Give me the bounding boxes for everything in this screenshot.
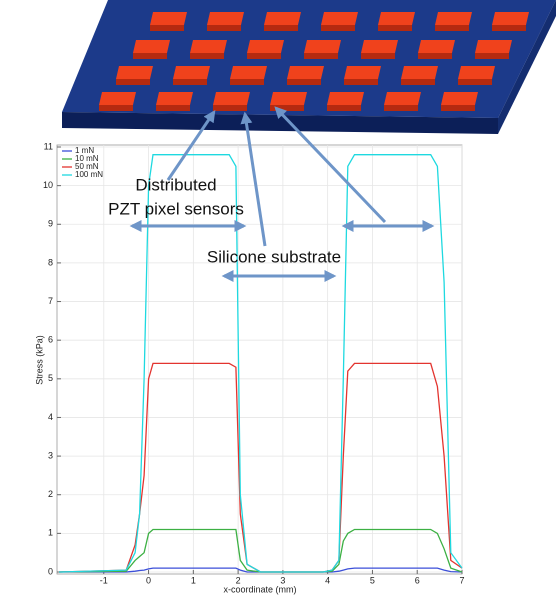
x-tick-label: -1 [100,575,108,585]
sensor-top [133,40,170,53]
sensor-side [401,79,435,85]
sensor-top [213,92,250,105]
sensor-side [418,53,452,59]
sensor-side [190,53,224,59]
y-tick-label: 11 [44,141,53,151]
sensor-side [492,25,526,31]
sensor-top [401,66,438,79]
sensor-top [321,12,358,25]
sensor-top [475,40,512,53]
x-tick-label: 2 [236,575,241,585]
sensor-side [441,105,475,111]
substrate-side [498,0,556,134]
y-tick-label: 1 [48,528,53,538]
sensor-side [435,25,469,31]
substrate-front [62,112,498,134]
sensor-top [190,40,227,53]
y-tick-label: 6 [48,335,53,345]
sensor-side [150,25,184,31]
sensor-top [264,12,301,25]
sensor-top [270,92,307,105]
sensor-top [304,40,341,53]
sensor-side [361,53,395,59]
sensor-top [230,66,267,79]
sensor-side [156,105,190,111]
sensor-side [116,79,150,85]
sensor-side [173,79,207,85]
sensor-side [327,105,361,111]
x-axis-label: x-coordinate (mm) [223,584,296,594]
x-tick-label: 0 [146,575,151,585]
sensor-top [384,92,421,105]
y-tick-label: 9 [48,219,53,229]
x-tick-label: 7 [459,575,464,585]
y-tick-label: 8 [48,257,53,267]
sensor-side [230,79,264,85]
series-line [58,154,463,573]
legend-label: 50 mN [75,162,99,171]
y-tick-label: 5 [48,373,53,383]
arrow [274,106,387,224]
legend-label: 100 mN [75,170,103,179]
sensor-side [213,105,247,111]
sensor-side [270,105,304,111]
sensor-top [361,40,398,53]
x-tick-label: 4 [325,575,330,585]
legend-label: 10 mN [75,154,99,163]
series-line [59,567,463,573]
sensor-side [458,79,492,85]
y-tick-label: 7 [48,296,53,306]
sensor-top [156,92,193,105]
substrate-illustration [62,0,556,134]
sensor-side [287,79,321,85]
sensor-side [321,25,355,31]
sensor-top [418,40,455,53]
sensor-side [378,25,412,31]
x-tick-label: 1 [191,575,196,585]
sensor-top [435,12,472,25]
y-tick-label: 3 [48,450,53,460]
sensor-top [344,66,381,79]
arrow [166,110,216,181]
sensor-top [327,92,364,105]
sensor-side [384,105,418,111]
series-line [58,528,463,573]
sensor-top [247,40,284,53]
y-axis-label: Stress (kPa) [34,335,44,385]
sensor-side [133,53,167,59]
x-tick-label: 5 [370,575,375,585]
sensor-top [116,66,153,79]
sensor-top [378,12,415,25]
sensor-side [304,53,338,59]
legend-label: 1 mN [75,146,94,155]
sensor-top [150,12,187,25]
sensor-top [99,92,136,105]
annotation: Distributed [135,175,216,194]
annotation-arrows [129,106,435,282]
sensor-top [441,92,478,105]
y-tick-label: 4 [48,412,53,422]
sensor-side [247,53,281,59]
y-tick-label: 0 [48,566,53,576]
sensor-top [173,66,210,79]
sensor-top [492,12,529,25]
sensor-top [287,66,324,79]
arrow [240,111,267,247]
sensor-side [475,53,509,59]
sensor-side [99,105,133,111]
sensor-side [207,25,241,31]
x-tick-label: 6 [415,575,420,585]
y-tick-label: 10 [43,180,53,190]
series-line [58,362,463,573]
sensor-side [264,25,298,31]
sensor-top [458,66,495,79]
x-tick-label: 3 [280,575,285,585]
y-tick-label: 2 [48,489,53,499]
annotation: PZT pixel sensors [108,199,244,218]
annotation: Silicone substrate [207,247,341,266]
sensor-top [207,12,244,25]
sensor-side [344,79,378,85]
